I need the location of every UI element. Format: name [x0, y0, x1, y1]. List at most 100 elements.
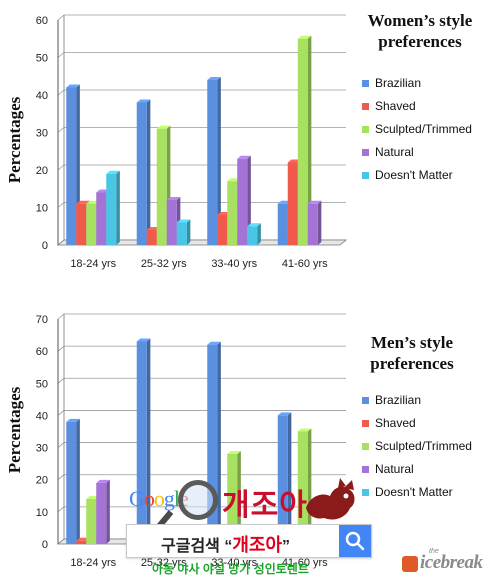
bar-side [237, 451, 241, 544]
legend-label: Natural [375, 145, 414, 159]
bar-face [207, 344, 218, 544]
legend-swatch [362, 80, 369, 87]
bar-face [307, 203, 318, 245]
bar-top [136, 99, 151, 103]
bar-face [237, 158, 248, 245]
legend-swatch [362, 103, 369, 110]
y-tick-label: 50 [36, 378, 48, 390]
x-tick-label: 41-60 yrs [282, 258, 328, 270]
legend-swatch [362, 149, 369, 156]
legend-label: Brazilian [375, 393, 421, 407]
bar-top [207, 341, 221, 345]
watermark-the: the [429, 548, 439, 555]
legend-swatch [362, 126, 369, 133]
x-tick-label: 41-60 yrs [282, 557, 328, 569]
search-box[interactable]: 구글검색 “개조아” [126, 524, 372, 558]
bar-face [277, 415, 288, 544]
bar [237, 155, 251, 245]
x-tick-label: 25-32 yrs [141, 557, 187, 569]
bar [207, 77, 221, 245]
ad-tagline: 아동 야사 야설 망가 성인토렌트 [152, 562, 309, 576]
gridline-depth [57, 345, 65, 352]
search-button[interactable] [339, 525, 371, 557]
bar-face [166, 200, 177, 245]
bar-face [227, 181, 238, 245]
gridline-depth [57, 52, 65, 58]
bar [277, 412, 292, 544]
bar [227, 451, 241, 544]
ad-overlay[interactable]: Google 개조아 구글검색 “개조아” 아동 야사 야설 망가 성인토렌트 [124, 478, 374, 578]
bar-top [237, 155, 251, 159]
ad-brand-text: 개조아 [222, 489, 308, 522]
legend-label: Doesn't Matter [375, 485, 453, 499]
mascot-icon [306, 478, 355, 520]
gridline-depth [57, 202, 65, 208]
bar-face [156, 128, 167, 245]
y-tick-label: 30 [36, 128, 48, 140]
y-tick-label: 50 [36, 53, 48, 65]
bar [136, 338, 151, 544]
bar-top [76, 200, 90, 204]
bar-top [277, 412, 292, 416]
magnifier-icon [178, 480, 218, 520]
bar-face [66, 421, 77, 544]
y-tick-label: 0 [42, 240, 48, 252]
chart-title: preferences [378, 32, 462, 51]
legend-label: Shaved [375, 416, 416, 430]
bar-side [146, 338, 151, 544]
legend-swatch [362, 172, 369, 179]
bar-side [106, 479, 110, 544]
bar-top [156, 125, 171, 129]
bar [176, 219, 191, 245]
y-tick-label: 70 [36, 314, 48, 326]
y-axis-label: Percentages [5, 96, 24, 183]
bar [106, 170, 120, 245]
bar [136, 99, 151, 245]
bar-face [297, 431, 308, 544]
bar-face [96, 192, 107, 245]
search-icon [345, 531, 365, 551]
bar-top [227, 451, 241, 454]
gridline-depth [57, 164, 65, 171]
x-tick-label: 18-24 yrs [70, 557, 116, 569]
bar-top [297, 428, 312, 432]
google-logo-letter: o [143, 486, 155, 511]
x-tick-label: 33-40 yrs [211, 557, 257, 569]
bar-face [227, 454, 238, 544]
google-logo-letter: g [163, 486, 175, 511]
y-tick-label: 0 [42, 539, 48, 551]
x-tick-label: 18-24 yrs [70, 258, 116, 270]
gridline-depth [57, 377, 65, 384]
legend-label: Brazilian [375, 76, 421, 90]
bar-top [207, 77, 221, 80]
bar-top [166, 197, 181, 200]
bar-face [96, 482, 107, 544]
bar-face [136, 102, 147, 245]
y-tick-label: 60 [36, 346, 48, 358]
icebreak-watermark: the icebreak [402, 548, 498, 578]
y-tick-label: 40 [36, 410, 48, 422]
bar-face [207, 80, 218, 245]
bar [297, 35, 312, 245]
chart-title: Men’s style [371, 333, 453, 352]
bar-face [297, 38, 308, 245]
bar-face [136, 341, 147, 544]
bar-side [146, 99, 151, 245]
bar [96, 479, 110, 544]
x-tick-label: 25-32 yrs [141, 258, 187, 270]
bar [66, 418, 80, 544]
bar [307, 200, 322, 245]
bar-top [136, 338, 151, 342]
bar-top [176, 219, 191, 223]
chart-title: Women’s style [368, 11, 473, 30]
gridline-depth [57, 474, 65, 481]
bar-top [247, 223, 261, 227]
icebreak-logo-icon [402, 556, 418, 572]
legend-label: Natural [375, 462, 414, 476]
legend-swatch [362, 420, 369, 427]
bar-side [217, 77, 221, 245]
gridline-depth [57, 410, 65, 416]
bar-side [257, 223, 261, 245]
y-tick-label: 10 [36, 203, 48, 215]
bar-top [307, 200, 322, 204]
